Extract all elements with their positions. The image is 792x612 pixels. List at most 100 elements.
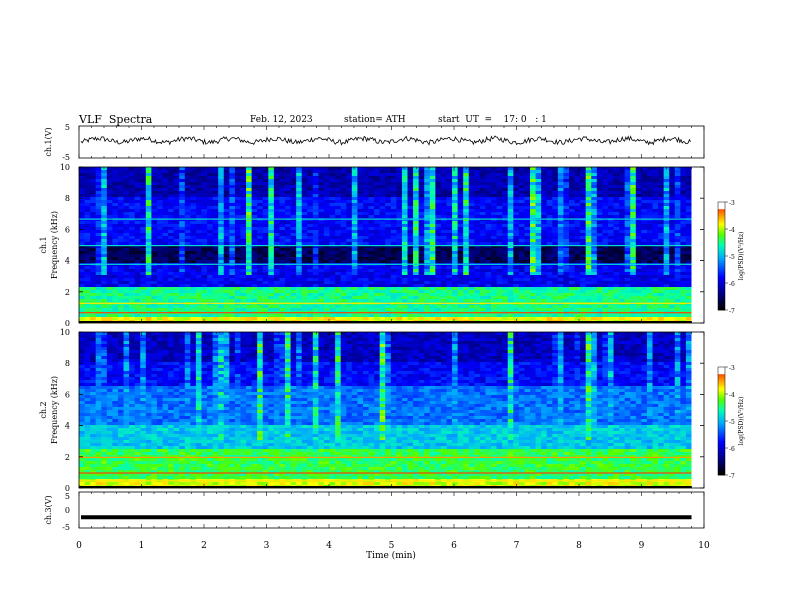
spectrogram-cell [435, 305, 442, 309]
spectrogram-cell [207, 242, 214, 246]
spectrogram-cell [240, 239, 247, 243]
spectrogram-cell [312, 281, 319, 285]
spectrogram-cell [329, 200, 336, 204]
spectrogram-cell [195, 284, 202, 288]
spectrogram-cell [301, 173, 308, 177]
spectrogram-cell [585, 272, 592, 276]
spectrogram-cell [424, 275, 431, 279]
spectrogram-cell [318, 215, 325, 219]
spectrogram-cell [379, 209, 386, 213]
spectrogram-cell [324, 227, 330, 231]
spectrogram-cell [418, 299, 425, 303]
spectrogram-cell [145, 266, 152, 270]
spectrogram-cell [385, 290, 392, 294]
spectrogram-cell [329, 236, 336, 240]
spectrogram-cell [513, 251, 520, 255]
spectrogram-cell [268, 308, 275, 312]
spectrogram-cell [273, 236, 280, 240]
spectrogram-cell [285, 308, 291, 312]
spectrogram-cell [569, 293, 575, 297]
spectrogram-cell [596, 245, 603, 249]
spectrogram-cell [491, 281, 498, 285]
spectrogram-cell [351, 233, 358, 237]
spectrogram-cell [335, 224, 342, 228]
spectrogram-cell [374, 278, 381, 282]
spectrogram-cell [574, 236, 581, 240]
spectrogram-cell [513, 212, 520, 216]
spectrogram-cell [485, 278, 492, 282]
spectrogram-cell [407, 224, 414, 228]
spectrogram-cell [507, 167, 514, 171]
spectrogram-cell [596, 242, 603, 246]
spectrogram-cell [468, 299, 475, 303]
spectrogram-cell [569, 200, 575, 204]
spectrogram-cell [468, 293, 475, 297]
spectrogram-cell [179, 188, 186, 192]
spectrogram-cell [340, 254, 347, 258]
spectrogram-cell [279, 206, 286, 210]
spectrogram-cell [112, 260, 119, 264]
spectrogram-cell [207, 314, 214, 318]
spectrogram-cell [84, 293, 91, 297]
spectrogram-cell [312, 260, 319, 264]
spectrogram-cell [368, 191, 375, 195]
spectrogram-cell [440, 317, 447, 321]
spectrogram-cell [502, 281, 509, 285]
spectrogram-cell [385, 188, 392, 192]
spectrogram-cell [557, 182, 564, 186]
spectrogram-cell [379, 281, 386, 285]
spectrogram-cell [79, 296, 85, 300]
spectrogram-cell [368, 197, 375, 201]
spectrogram-cell [101, 314, 108, 318]
spectrogram-cell [234, 293, 241, 297]
spectrogram-cell [474, 269, 481, 273]
spectrogram-cell [407, 299, 414, 303]
spectrogram-cell [446, 284, 453, 288]
spectrogram-cell [463, 290, 470, 294]
spectrogram-cell [301, 215, 308, 219]
spectrogram-cell [385, 170, 392, 174]
spectrogram-cell [84, 314, 91, 318]
spectrogram-cell [123, 227, 130, 231]
spectrogram-cell [335, 185, 342, 189]
spectrogram-cell [84, 221, 91, 225]
spectrogram-cell [273, 260, 280, 264]
spectrogram-cell [580, 251, 587, 255]
spectrogram-cell [324, 209, 330, 213]
spectrogram-cell [324, 191, 330, 195]
spectrogram-cell [351, 281, 358, 285]
spectrogram-cell [112, 248, 119, 252]
spectrogram-cell [418, 167, 425, 171]
spectrogram-cell [207, 278, 214, 282]
spectrogram-cell [468, 275, 475, 279]
spectrogram-cell [607, 281, 614, 285]
spectrogram-cell [346, 278, 353, 282]
spectrogram-cell [246, 278, 253, 282]
spectrogram-cell [357, 170, 364, 174]
spectrogram-cell [340, 233, 347, 237]
spectrogram-cell [312, 167, 319, 171]
spectrogram-cell [491, 257, 498, 261]
spectrogram-cell [463, 305, 470, 309]
spectrogram-cell [329, 173, 336, 177]
spectrogram-cell [318, 269, 325, 273]
spectrogram-cell [351, 308, 358, 312]
spectrogram-cell [513, 236, 520, 240]
spectrogram-cell [429, 248, 436, 252]
spectrogram-cell [351, 242, 358, 246]
spectrogram-cell [145, 260, 152, 264]
spectrogram-cell [440, 170, 447, 174]
spectrogram-cell [530, 167, 536, 171]
spectrogram-cell [468, 314, 475, 318]
spectrogram-cell [123, 179, 130, 183]
spectrogram-cell [324, 185, 330, 189]
spectrogram-cell [324, 296, 330, 300]
spectrogram-cell [296, 245, 303, 249]
spectrogram-cell [396, 179, 403, 183]
spectrogram-cell [518, 317, 525, 321]
spectrogram-cell [474, 284, 481, 288]
spectrogram-cell [452, 317, 459, 321]
spectrogram-cell [496, 287, 503, 291]
spectrogram-cell [591, 251, 598, 255]
spectrogram-cell [530, 257, 536, 261]
